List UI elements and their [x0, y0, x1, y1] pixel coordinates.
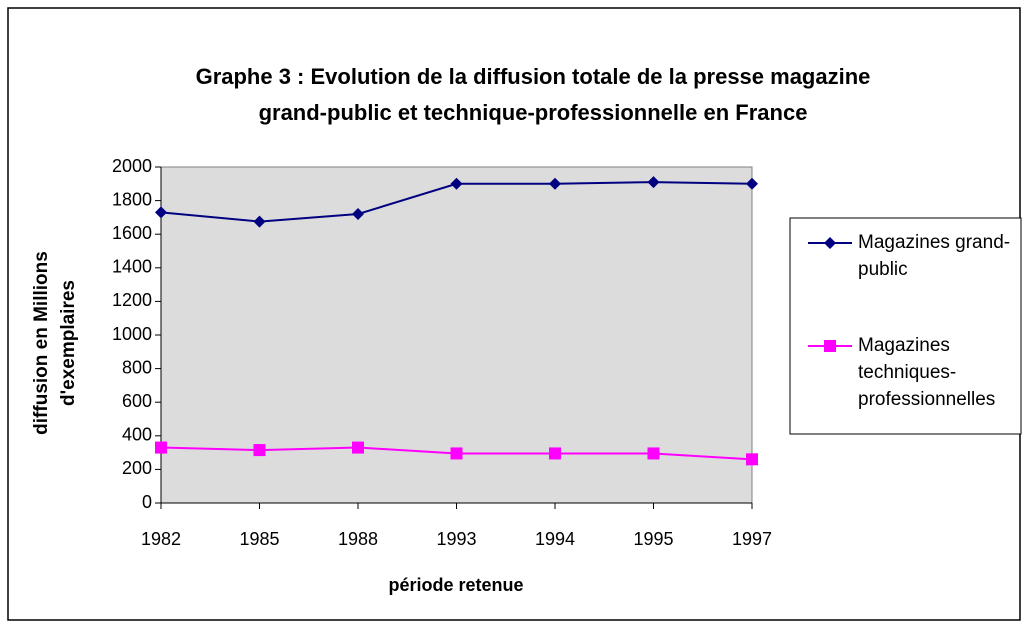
x-tick-label: 1997 — [732, 529, 772, 549]
data-point — [746, 177, 758, 190]
legend-box — [789, 217, 1022, 435]
x-tick-label: 1988 — [338, 529, 378, 549]
data-point — [549, 177, 561, 190]
y-tick-label: 0 — [142, 492, 152, 512]
y-tick-label: 400 — [122, 425, 152, 445]
data-point — [155, 441, 167, 454]
data-point — [253, 444, 266, 457]
data-point — [352, 208, 364, 221]
y-tick-label: 1000 — [112, 324, 152, 344]
legend-marker — [824, 340, 836, 352]
y-tick-label: 1400 — [112, 257, 152, 277]
data-point — [155, 206, 167, 219]
y-axis-label: diffusion en Millions — [31, 251, 52, 435]
y-tick-label: 2000 — [112, 156, 152, 176]
y-tick-label: 800 — [122, 357, 152, 377]
data-point — [549, 447, 561, 460]
x-axis-label: période retenue — [388, 575, 523, 595]
x-tick-label: 1994 — [535, 529, 575, 549]
x-tick-label: 1985 — [239, 529, 279, 549]
data-point — [450, 177, 463, 190]
y-tick-label: 1800 — [112, 189, 152, 209]
legend-marker — [824, 237, 836, 249]
chart-title: Graphe 3 : Evolution de la diffusion tot… — [196, 64, 871, 89]
x-tick-label: 1995 — [633, 529, 673, 549]
x-tick-label: 1993 — [436, 529, 476, 549]
y-tick-label: 200 — [122, 458, 152, 478]
x-tick-label: 1982 — [141, 529, 181, 549]
data-point — [647, 176, 660, 189]
y-tick-label: 1600 — [112, 223, 152, 243]
data-point — [253, 215, 266, 228]
data-point — [352, 441, 364, 454]
y-tick-label: 1200 — [112, 290, 152, 310]
data-point — [746, 453, 758, 466]
legend-label: Magazines grand-public — [858, 232, 1011, 280]
data-point — [647, 447, 660, 460]
y-axis-label: d'exemplaires — [58, 280, 79, 406]
data-point — [450, 447, 463, 460]
legend-label: Magazines techniques-professionnelles — [858, 335, 996, 410]
chart-title: grand-public et technique-professionnell… — [259, 100, 808, 125]
y-tick-label: 600 — [122, 391, 152, 411]
